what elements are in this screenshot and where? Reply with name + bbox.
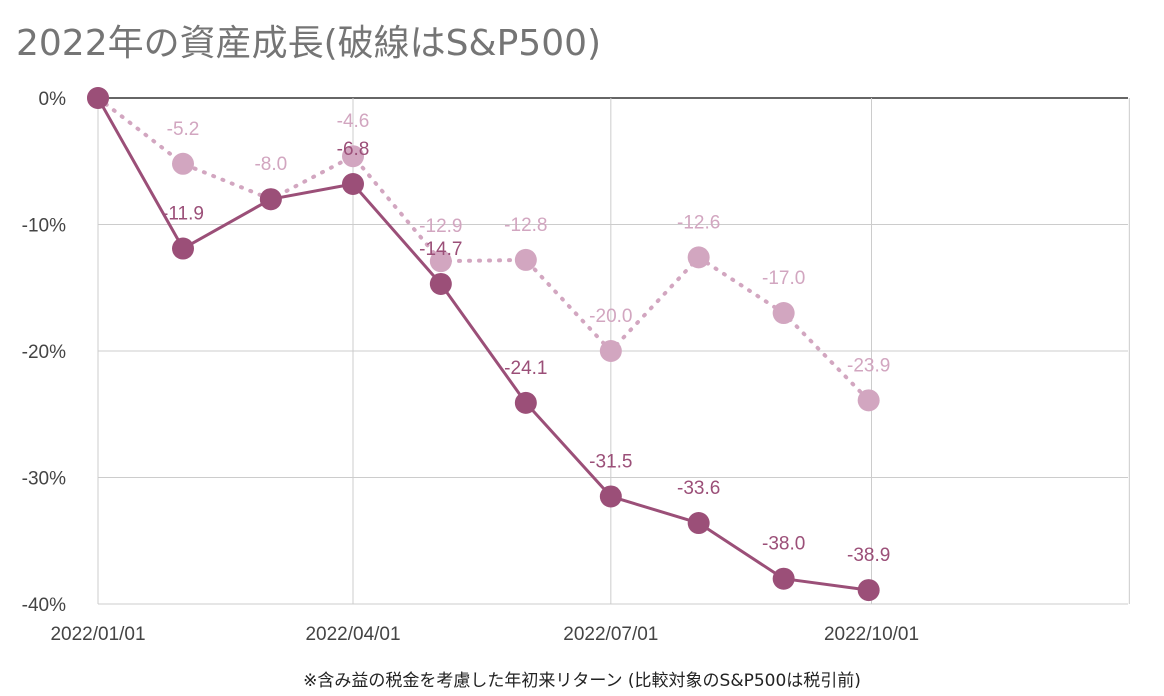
data-label: -5.2 (167, 119, 200, 140)
data-point (687, 246, 710, 269)
data-label: -12.8 (504, 215, 547, 236)
x-tick-label: 2022/07/01 (563, 624, 658, 645)
data-point (514, 391, 537, 414)
data-point (342, 145, 364, 168)
x-tick-label: 2022/01/01 (50, 624, 145, 645)
data-label-layer: -11.9 -6.8 -14.7 -24.1 -31.5 -33.6 -38.0 -38.9 -… (162, 111, 890, 566)
y-tick-label: -10% (22, 216, 66, 237)
data-label: -4.6 (337, 111, 370, 132)
data-label: -11.9 (162, 204, 204, 225)
data-point (429, 250, 452, 273)
data-label: -12.6 (677, 212, 720, 233)
series-solid (87, 87, 880, 602)
x-tick-label: 2022/10/01 (824, 624, 919, 645)
data-point (687, 512, 710, 535)
data-label: -38.9 (847, 545, 890, 566)
data-point (857, 579, 880, 602)
data-label: -24.1 (504, 358, 547, 379)
chart-title: 2022年の資産成長(破線はS&P500) (16, 23, 602, 64)
data-label: -8.0 (254, 154, 287, 175)
data-label: -33.6 (677, 478, 720, 499)
axis-labels: 0% -10% -20% -30% -40% 2022/01/01 2022/04/01 20… (22, 89, 919, 645)
data-point (259, 188, 282, 211)
series-line (96, 96, 871, 592)
data-point (599, 485, 622, 508)
data-label: -12.9 (419, 216, 462, 237)
y-tick-label: -30% (22, 469, 66, 490)
data-label: -31.5 (589, 451, 632, 472)
data-label: -38.0 (762, 534, 805, 555)
data-point (514, 248, 537, 271)
data-point (772, 302, 795, 325)
data-point (172, 152, 194, 175)
data-point (87, 87, 109, 109)
data-point (599, 340, 622, 362)
data-label: -14.7 (419, 239, 462, 260)
data-label: -17.0 (762, 268, 805, 289)
series-dotted (87, 87, 880, 412)
data-label: -6.8 (337, 139, 370, 160)
y-tick-label: -20% (22, 342, 66, 363)
line-chart: 0% -10% -20% -30% -40% 2022/01/01 2022/04/01 20… (22, 87, 1130, 645)
data-point (772, 567, 795, 590)
series-line (96, 96, 871, 403)
series-layer (87, 87, 880, 602)
y-tick-label: 0% (39, 89, 67, 110)
data-point (429, 272, 452, 295)
footnote: ※含み益の税金を考慮した年初来リターン (比較対象のS&P500は税引前) (303, 671, 861, 691)
y-tick-label: -40% (22, 595, 66, 616)
data-point (857, 389, 880, 412)
data-point (342, 173, 364, 196)
x-tick-label: 2022/04/01 (305, 624, 400, 645)
data-point (172, 237, 194, 260)
data-label: -20.0 (589, 306, 632, 327)
data-label: -23.9 (847, 355, 890, 376)
